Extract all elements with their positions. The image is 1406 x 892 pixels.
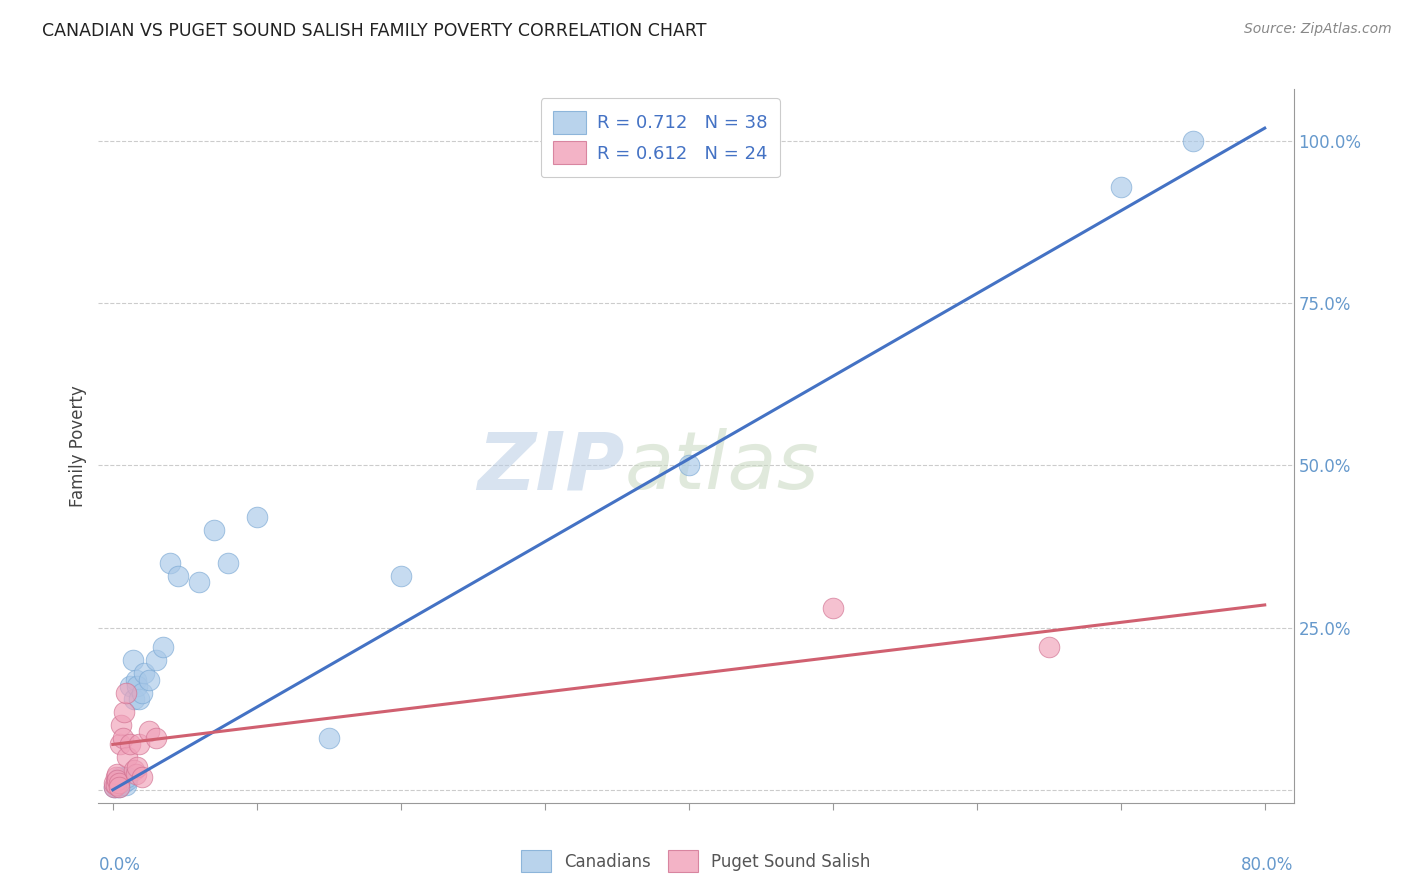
Point (318, 731, 340, 745)
Point (159, 556, 181, 570)
Point (246, 510, 269, 524)
Text: atlas: atlas (624, 428, 820, 507)
Point (389, 568, 412, 582)
Point (108, 770, 131, 784)
Y-axis label: Family Poverty: Family Poverty (69, 385, 87, 507)
Point (128, 692, 150, 706)
Point (104, 780, 127, 794)
Point (107, 780, 129, 794)
Point (108, 738, 131, 752)
Point (104, 778, 127, 792)
Point (107, 776, 129, 790)
Point (103, 780, 125, 794)
Point (124, 692, 146, 706)
Point (114, 685, 136, 699)
Point (125, 766, 148, 780)
Point (1038, 640, 1060, 654)
Point (145, 731, 167, 745)
Point (110, 718, 132, 732)
Point (112, 775, 135, 789)
Point (115, 750, 138, 764)
Point (111, 773, 134, 788)
Point (107, 775, 129, 789)
Point (108, 778, 131, 792)
Point (152, 640, 174, 654)
Point (124, 764, 146, 778)
Point (120, 738, 142, 752)
Text: ZIP: ZIP (477, 428, 624, 507)
Point (127, 679, 149, 693)
Point (111, 731, 134, 745)
Point (111, 776, 134, 790)
Point (678, 458, 700, 473)
Point (105, 778, 128, 792)
Point (1109, 179, 1132, 194)
Point (110, 773, 132, 788)
Point (202, 524, 225, 538)
Text: 80.0%: 80.0% (1241, 856, 1294, 874)
Point (128, 738, 150, 752)
Point (131, 685, 153, 699)
Point (120, 679, 142, 693)
Point (134, 666, 156, 681)
Point (107, 780, 129, 794)
Point (138, 724, 160, 739)
Point (131, 770, 153, 784)
Point (217, 556, 239, 570)
Point (114, 778, 136, 792)
Point (112, 705, 135, 719)
Point (104, 770, 127, 784)
Point (1181, 134, 1204, 148)
Point (138, 673, 160, 687)
Point (145, 653, 167, 667)
Point (105, 773, 128, 788)
Text: 0.0%: 0.0% (98, 856, 141, 874)
Point (188, 575, 211, 590)
Point (127, 760, 149, 774)
Legend: Canadians, Puget Sound Salish: Canadians, Puget Sound Salish (513, 842, 879, 880)
Point (103, 776, 125, 790)
Point (105, 766, 128, 780)
Point (115, 773, 138, 788)
Point (125, 673, 148, 687)
Point (122, 653, 145, 667)
Point (166, 568, 188, 582)
Point (103, 780, 125, 794)
Point (104, 776, 127, 790)
Text: Source: ZipAtlas.com: Source: ZipAtlas.com (1244, 22, 1392, 37)
Point (105, 773, 128, 788)
Point (821, 601, 844, 615)
Point (115, 770, 138, 784)
Text: CANADIAN VS PUGET SOUND SALISH FAMILY POVERTY CORRELATION CHART: CANADIAN VS PUGET SOUND SALISH FAMILY PO… (42, 22, 707, 40)
